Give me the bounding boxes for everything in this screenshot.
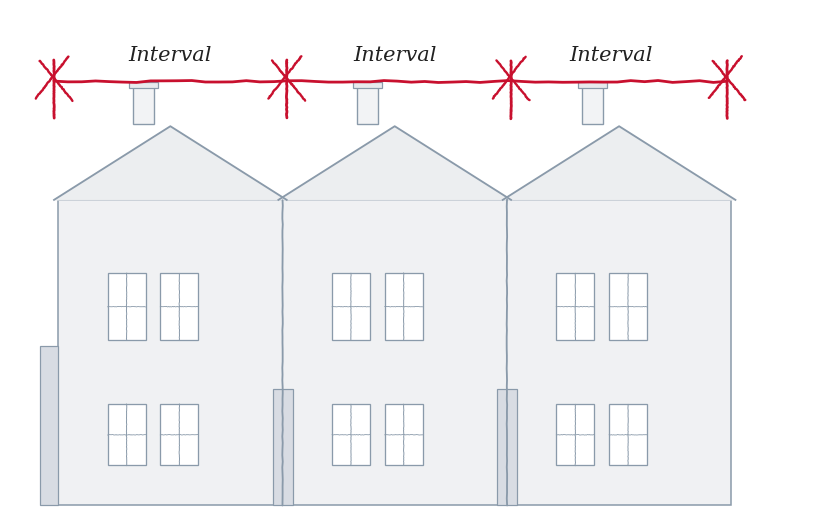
Bar [556, 273, 594, 340]
Bar [107, 273, 145, 340]
Bar [578, 82, 607, 88]
Bar [385, 273, 423, 340]
Bar [385, 404, 423, 466]
Bar [353, 82, 382, 88]
Bar [332, 404, 370, 466]
Bar [332, 273, 370, 340]
Bar [160, 404, 199, 466]
Bar [58, 200, 731, 505]
Text: Interval: Interval [129, 46, 212, 65]
Bar [133, 84, 154, 124]
Text: Interval: Interval [569, 46, 652, 65]
Bar [497, 389, 517, 505]
Bar [357, 84, 378, 124]
Bar [40, 346, 58, 505]
Bar [107, 404, 145, 466]
Polygon shape [278, 126, 511, 200]
Bar [609, 404, 647, 466]
Bar [609, 273, 647, 340]
Bar [582, 84, 602, 124]
Polygon shape [54, 126, 287, 200]
Polygon shape [503, 126, 735, 200]
Bar [129, 82, 158, 88]
Bar [273, 389, 293, 505]
Bar [556, 404, 594, 466]
Bar [160, 273, 199, 340]
Text: Interval: Interval [353, 46, 436, 65]
